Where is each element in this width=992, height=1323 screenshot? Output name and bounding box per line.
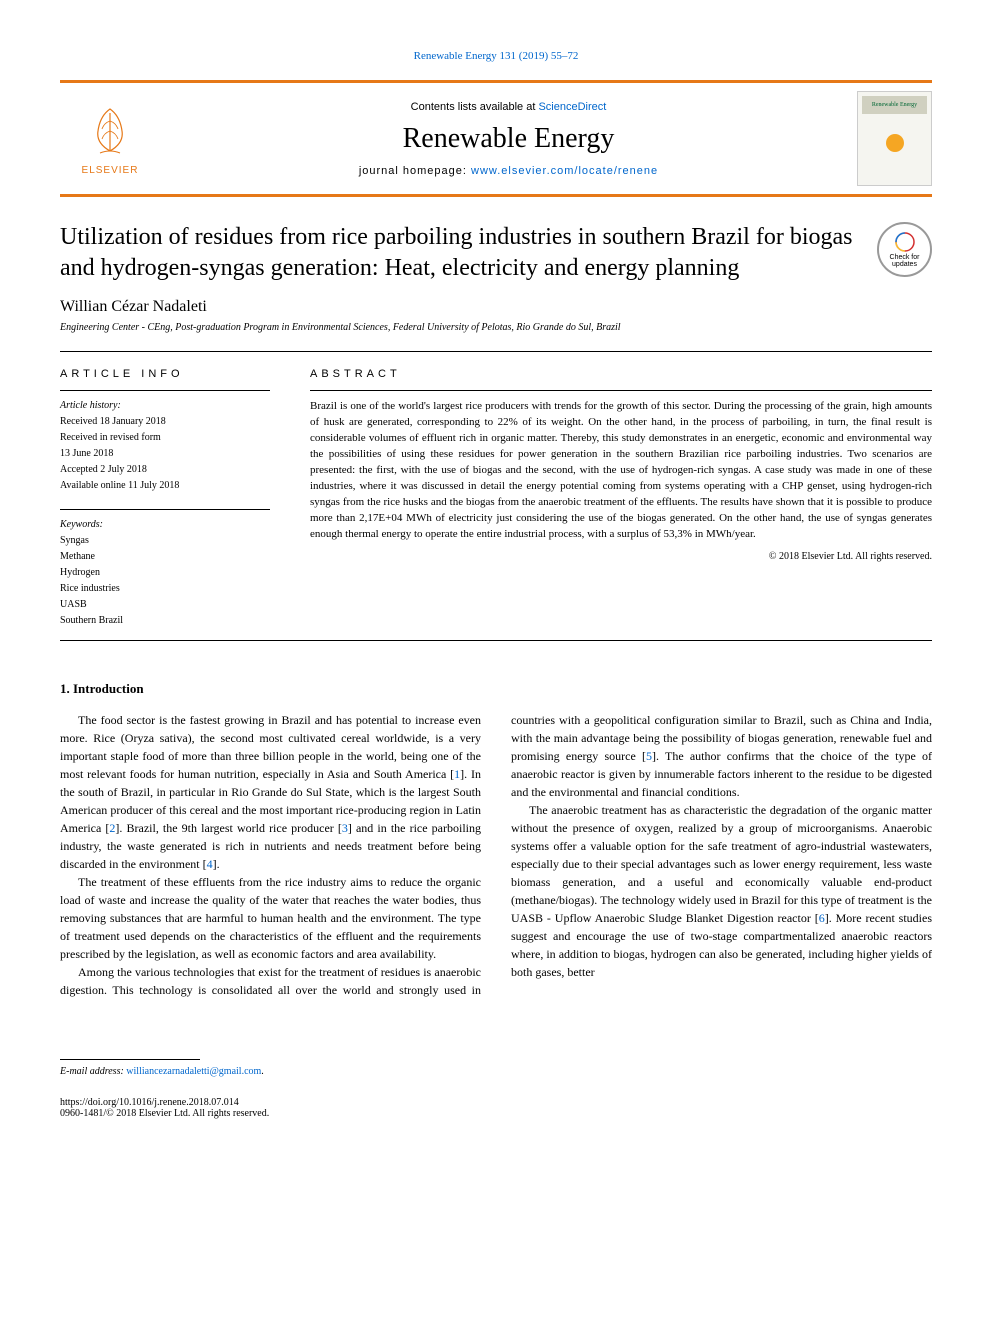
author-email-link[interactable]: williancezarnadaletti@gmail.com — [126, 1066, 261, 1077]
history-accepted: Accepted 2 July 2018 — [60, 463, 270, 477]
homepage-line: journal homepage: www.elsevier.com/locat… — [160, 165, 857, 177]
divider — [60, 351, 932, 352]
cover-title: Renewable Energy — [862, 96, 927, 114]
publisher-logo: ELSEVIER — [60, 101, 160, 176]
section-1-heading: 1. Introduction — [60, 681, 932, 697]
abstract-column: ABSTRACT Brazil is one of the world's la… — [310, 368, 932, 630]
author-affiliation: Engineering Center - CEng, Post-graduati… — [60, 322, 932, 333]
crossmark-label-2: updates — [892, 261, 917, 268]
sciencedirect-link[interactable]: ScienceDirect — [538, 101, 606, 113]
article-info-column: ARTICLE INFO Article history: Received 1… — [60, 368, 270, 630]
crossmark-badge[interactable]: Check for updates — [877, 222, 932, 277]
author-name: Willian Cézar Nadaleti — [60, 298, 932, 316]
info-divider — [60, 390, 270, 391]
elsevier-tree-icon — [80, 101, 140, 161]
body-paragraph: The anaerobic treatment has as character… — [511, 801, 932, 981]
abstract-text: Brazil is one of the world's largest ric… — [310, 399, 932, 542]
keywords-divider — [60, 509, 270, 510]
homepage-link[interactable]: www.elsevier.com/locate/renene — [471, 165, 658, 177]
history-received: Received 18 January 2018 — [60, 415, 270, 429]
keyword-item: UASB — [60, 598, 270, 612]
homepage-prefix: journal homepage: — [359, 165, 471, 177]
contents-available-line: Contents lists available at ScienceDirec… — [160, 101, 857, 113]
body-paragraph: The food sector is the fastest growing i… — [60, 711, 481, 873]
cover-sun-icon — [886, 134, 904, 152]
article-info-heading: ARTICLE INFO — [60, 368, 270, 380]
keyword-item: Rice industries — [60, 582, 270, 596]
journal-name: Renewable Energy — [160, 123, 857, 155]
crossmark-label-1: Check for — [890, 254, 920, 261]
body-text-columns: The food sector is the fastest growing i… — [60, 711, 932, 999]
keyword-item: Hydrogen — [60, 566, 270, 580]
abstract-divider — [310, 390, 932, 391]
footer-divider — [60, 1059, 200, 1060]
history-revised-1: Received in revised form — [60, 431, 270, 445]
keyword-item: Syngas — [60, 534, 270, 548]
divider — [60, 640, 932, 641]
citation-header: Renewable Energy 131 (2019) 55–72 — [60, 50, 932, 62]
history-revised-2: 13 June 2018 — [60, 447, 270, 461]
doi-block: https://doi.org/10.1016/j.renene.2018.07… — [60, 1097, 932, 1119]
body-paragraph: The treatment of these effluents from th… — [60, 873, 481, 963]
citation-link[interactable]: Renewable Energy 131 (2019) 55–72 — [414, 50, 579, 62]
crossmark-icon — [895, 232, 915, 252]
history-online: Available online 11 July 2018 — [60, 479, 270, 493]
journal-cover-thumbnail: Renewable Energy — [857, 91, 932, 186]
history-label: Article history: — [60, 399, 270, 413]
keyword-item: Methane — [60, 550, 270, 564]
abstract-copyright: © 2018 Elsevier Ltd. All rights reserved… — [310, 551, 932, 562]
publisher-name: ELSEVIER — [82, 165, 139, 176]
email-period: . — [261, 1066, 264, 1077]
article-title: Utilization of residues from rice parboi… — [60, 222, 877, 284]
abstract-heading: ABSTRACT — [310, 368, 932, 380]
journal-header-band: ELSEVIER Contents lists available at Sci… — [60, 80, 932, 197]
keyword-item: Southern Brazil — [60, 614, 270, 628]
footer-contact: E-mail address: williancezarnadaletti@gm… — [60, 1059, 932, 1077]
keywords-label: Keywords: — [60, 518, 270, 532]
email-label: E-mail address: — [60, 1066, 126, 1077]
issn-copyright: 0960-1481/© 2018 Elsevier Ltd. All right… — [60, 1108, 269, 1119]
contents-prefix: Contents lists available at — [411, 101, 539, 113]
doi-link[interactable]: https://doi.org/10.1016/j.renene.2018.07… — [60, 1097, 239, 1108]
